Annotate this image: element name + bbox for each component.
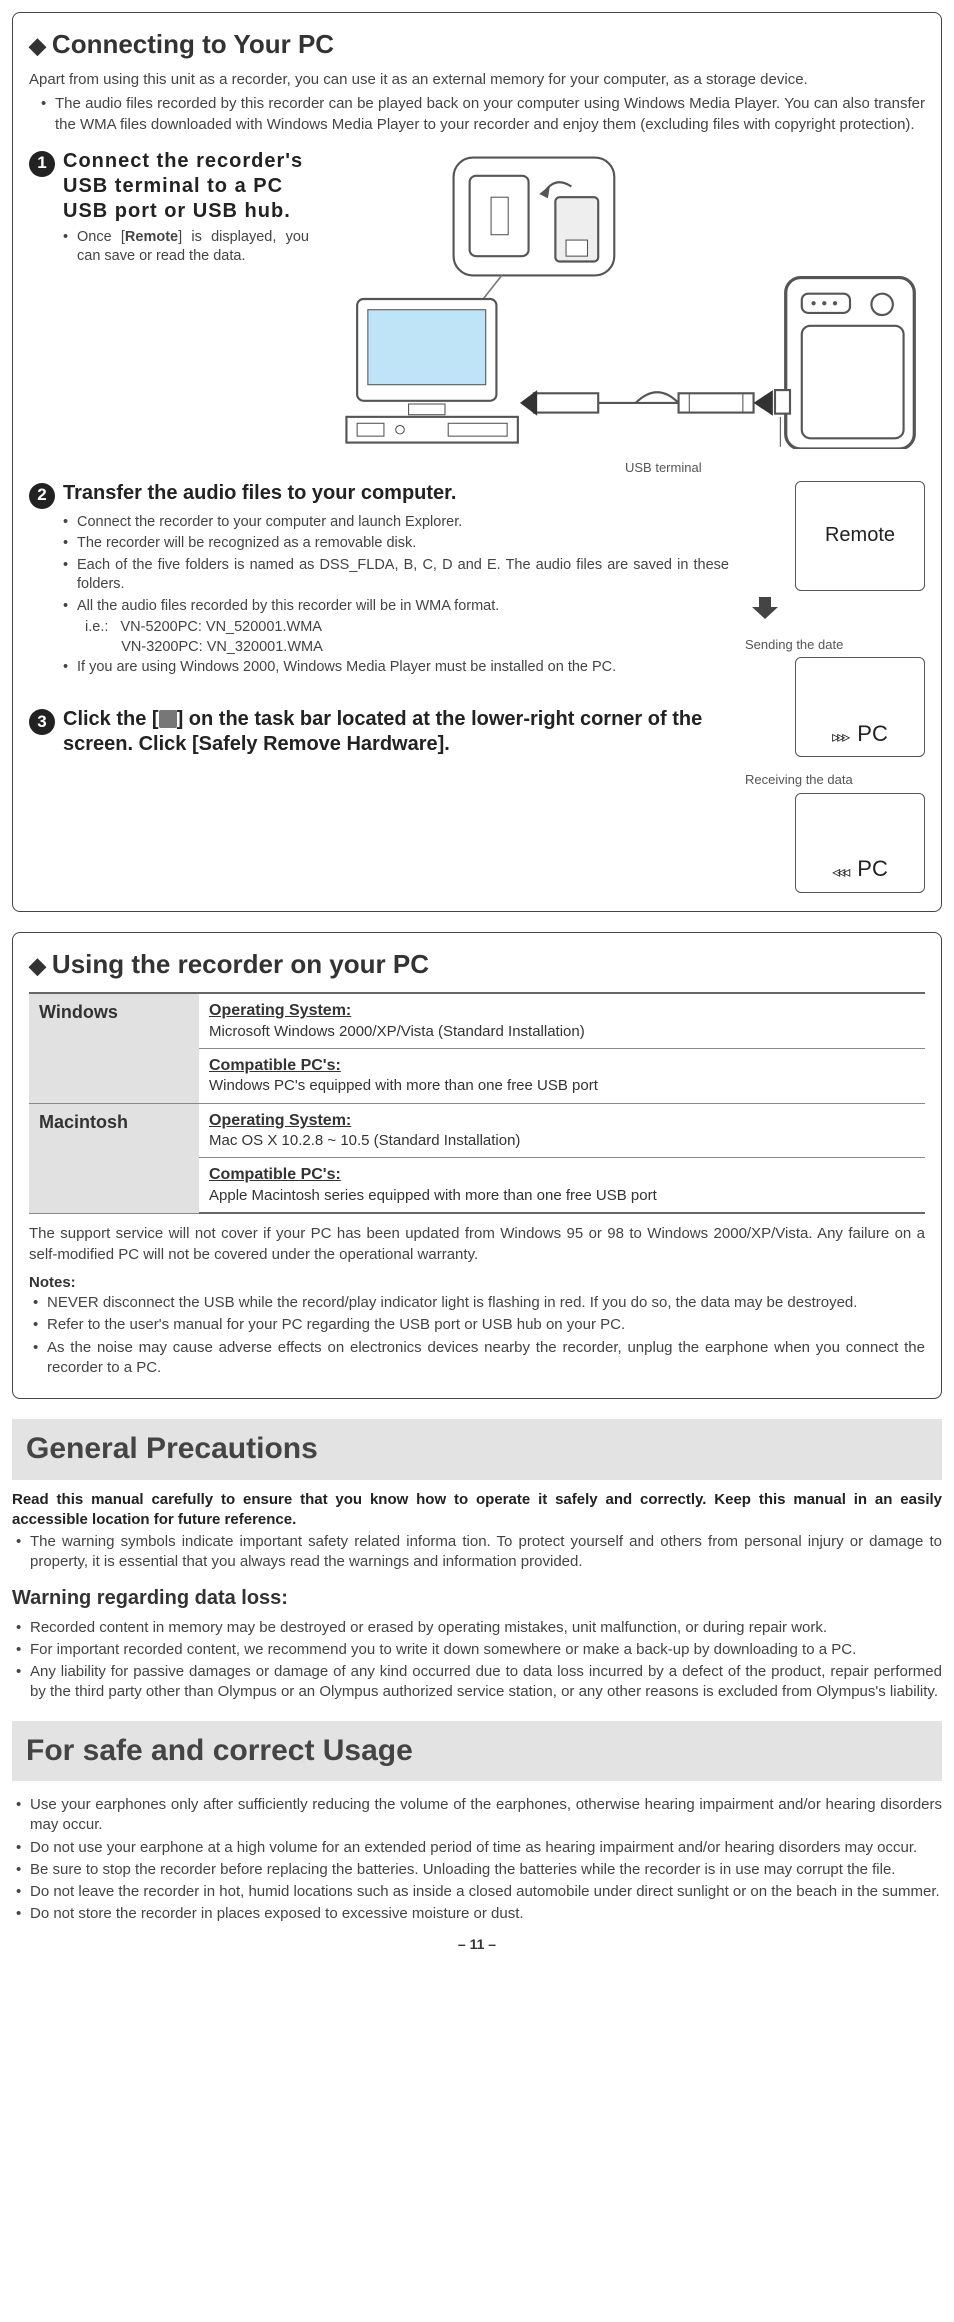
s2-b5: If you are using Windows 2000, Windows M… [63,658,729,678]
step-num-1: 1 [29,151,55,177]
step1-diagram: USB terminal [325,149,925,477]
sending-label: Sending the date [745,636,925,654]
safe-3: Be sure to stop the recorder before repl… [16,1860,942,1880]
cell-mac-pc: Compatible PC's: Apple Macintosh series … [199,1158,925,1213]
note-3: As the noise may cause adverse effects o… [33,1338,925,1379]
mac-os-label: Operating System: [209,1112,351,1129]
ie-label: i.e.: [85,619,108,635]
safe-2: Do not use your earphone at a high volum… [16,1838,942,1858]
screen-receiving: ◃◃◃ PC [795,793,925,893]
win-pc-val: Windows PC's equipped with more than one… [209,1077,598,1094]
safe-1: Use your earphones only after sufficient… [16,1795,942,1836]
cell-mac: Macintosh [29,1103,199,1213]
page: Connecting to Your PC Apart from using t… [0,0,954,1965]
win-os-label: Operating System: [209,1002,351,1019]
gp-b1: The warning symbols indicate important s… [16,1532,942,1573]
warn-2: For important recorded content, we recom… [16,1640,942,1660]
step1-b-pre: Once [ [77,229,125,245]
receiving-label: Receiving the data [745,771,925,789]
step1-row: 1 Connect the recorder's USB terminal to… [29,149,925,477]
safe-4: Do not leave the recorder in hot, humid … [16,1882,942,1902]
step1-title: Connect the recorder's USB terminal to a… [63,149,309,224]
step1-bullet: Once [Remote] is displayed, you can save… [63,228,309,267]
support-text: The support service will not cover if yo… [29,1224,925,1265]
cell-win-pc: Compatible PC's: Windows PC's equipped w… [199,1048,925,1103]
step1-b-bold: Remote [125,229,178,245]
mac-pc-label: Compatible PC's: [209,1166,341,1183]
steps-left: 2 Transfer the audio files to your compu… [29,481,729,893]
gp-intro: Read this manual carefully to ensure tha… [12,1490,942,1531]
step-num-3: 3 [29,709,55,735]
panel1-intro-bullet: The audio files recorded by this recorde… [41,94,925,135]
step2-title: Transfer the audio files to your compute… [63,481,456,506]
arrow-down-icon [745,595,785,630]
s2-b4: All the audio files recorded by this rec… [63,597,729,617]
s2-b3: Each of the five folders is named as DSS… [63,556,729,595]
s2-b2: The recorder will be recognized as a rem… [63,534,729,554]
notes-head: Notes: [29,1273,925,1293]
win-pc-label: Compatible PC's: [209,1057,341,1074]
taskbar-icon [159,710,177,728]
panel1-title: Connecting to Your PC [29,27,925,62]
gp-title: General Precautions [12,1419,942,1480]
cell-mac-os: Operating System: Mac OS X 10.2.8 ~ 10.5… [199,1103,925,1158]
mac-pc-val: Apple Macintosh series equipped with mor… [209,1187,657,1204]
warn-3: Any liability for passive damages or dam… [16,1662,942,1703]
safe-title: For safe and correct Usage [12,1721,942,1782]
step-2: 2 Transfer the audio files to your compu… [29,481,729,678]
note-2: Refer to the user's manual for your PC r… [33,1315,925,1335]
sending-pc: PC [857,719,888,749]
step1-left: 1 Connect the recorder's USB terminal to… [29,149,309,477]
s2-b1: Connect the recorder to your computer an… [63,513,729,533]
compat-table: Windows Operating System: Microsoft Wind… [29,992,925,1214]
s3-post: ]. [438,733,450,755]
page-number: – 11 – [12,1935,942,1954]
cell-windows: Windows [29,993,199,1103]
panel2-title: Using the recorder on your PC [29,947,925,982]
step-1: 1 Connect the recorder's USB terminal to… [29,149,309,267]
sending-sym: ▹▹▹ [832,727,847,749]
connection-diagram [325,149,925,449]
note-1: NEVER disconnect the USB while the recor… [33,1293,925,1313]
cell-win-os: Operating System: Microsoft Windows 2000… [199,993,925,1048]
ie-2: VN-3200PC: VN_320001.WMA [121,639,323,655]
screens-column: Remote Sending the date ▹▹▹ PC Receiving… [745,481,925,893]
steps-2-3-row: 2 Transfer the audio files to your compu… [29,481,925,893]
warn-1: Recorded content in memory may be destro… [16,1618,942,1638]
ie-1: VN-5200PC: VN_520001.WMA [120,619,322,635]
step-num-2: 2 [29,483,55,509]
panel1-intro-bullets: The audio files recorded by this recorde… [29,94,925,135]
warn-head: Warning regarding data loss: [12,1585,942,1612]
win-os-val: Microsoft Windows 2000/XP/Vista (Standar… [209,1023,585,1040]
step-3: 3 Click the [] on the task bar located a… [29,707,729,757]
step3-title: Click the [] on the task bar located at … [63,707,729,757]
ie-block: i.e.: VN-5200PC: VN_520001.WMA VN-3200PC… [63,618,729,657]
panel-connecting: Connecting to Your PC Apart from using t… [12,12,942,912]
panel1-intro: Apart from using this unit as a recorder… [29,70,925,90]
screen-sending: ▹▹▹ PC [795,657,925,757]
s3-pre: Click the [ [63,708,159,730]
mac-os-val: Mac OS X 10.2.8 ~ 10.5 (Standard Install… [209,1132,520,1149]
receiving-sym: ◃◃◃ [832,862,847,884]
usb-terminal-label: USB terminal [625,459,925,477]
screen-remote-text: Remote [825,522,895,549]
s3-bold: Safely Remove Hardware [199,733,438,755]
screen-remote: Remote [795,481,925,591]
receiving-pc: PC [857,854,888,884]
safe-5: Do not store the recorder in places expo… [16,1904,942,1924]
panel-using: Using the recorder on your PC Windows Op… [12,932,942,1399]
